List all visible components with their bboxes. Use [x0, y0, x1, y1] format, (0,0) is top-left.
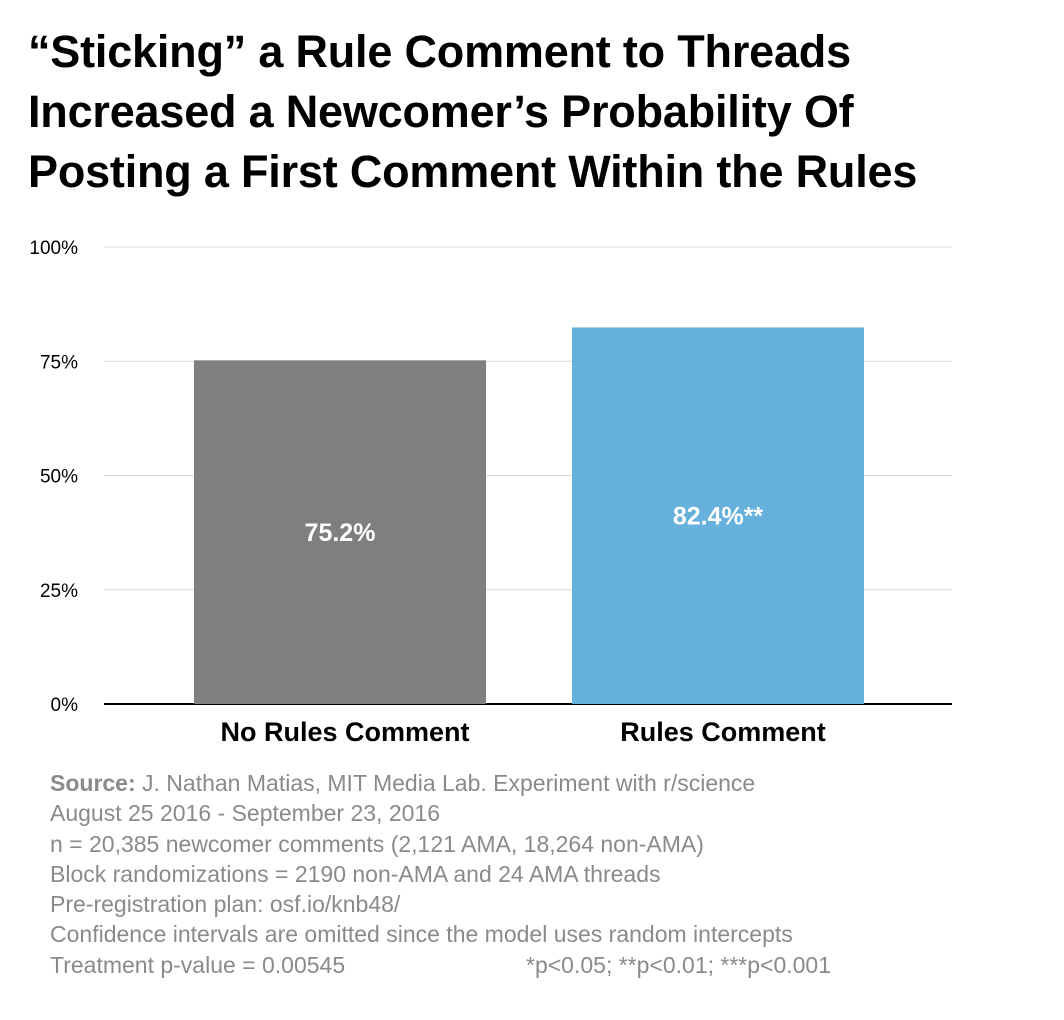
y-tick-label: 0% [51, 695, 79, 716]
chart-title: “Sticking” a Rule Comment to Threads Inc… [28, 22, 1048, 202]
x-category-label: No Rules Comment [220, 717, 469, 747]
preregistration-note: Pre-registration plan: osf.io/knb48/ [50, 891, 401, 918]
x-axis-categories: No Rules Comment Rules Comment [220, 717, 825, 747]
randomization-note: Block randomizations = 2190 non-AMA and … [50, 860, 661, 887]
source-line: Source: J. Nathan Matias, MIT Media Lab.… [50, 768, 1050, 798]
x-category-label: Rules Comment [620, 717, 826, 747]
title-line: “Sticking” a Rule Comment to Threads [28, 26, 851, 77]
chart-notes: Source: J. Nathan Matias, MIT Media Lab.… [50, 768, 1050, 980]
y-axis-ticks: 0% 25% 50% 75% 100% [29, 238, 78, 716]
confidence-note: Confidence intervals are omitted since t… [50, 921, 793, 948]
bars: 75.2% 82.4%** [194, 327, 864, 704]
bar [194, 360, 486, 704]
pvalue-line: Treatment p-value = 0.00545 *p<0.05; **p… [50, 950, 1050, 980]
y-tick-label: 75% [40, 352, 78, 373]
bar-chart: 0% 25% 50% 75% 100% 75.2% 82.4%** No Rules Co… [29, 238, 952, 747]
y-tick-label: 50% [40, 467, 78, 488]
bar [572, 327, 864, 704]
date-range: August 25 2016 - September 23, 2016 [50, 800, 441, 827]
title-line: Increased a Newcomer’s Probability Of [28, 86, 854, 137]
sample-size: n = 20,385 newcomer comments (2,121 AMA,… [50, 830, 704, 857]
source-text: J. Nathan Matias, MIT Media Lab. Experim… [135, 770, 756, 796]
source-label: Source: [50, 770, 136, 796]
bar-value-label: 75.2% [305, 519, 376, 547]
title-line: Posting a First Comment Within the Rules [28, 146, 918, 197]
significance-legend: *p<0.05; **p<0.01; ***p<0.001 [526, 951, 832, 978]
y-tick-label: 25% [40, 581, 78, 602]
pvalue-text: Treatment p-value = 0.00545 [50, 951, 346, 978]
y-tick-label: 100% [29, 238, 78, 259]
bar-value-label: 82.4%** [673, 503, 764, 531]
